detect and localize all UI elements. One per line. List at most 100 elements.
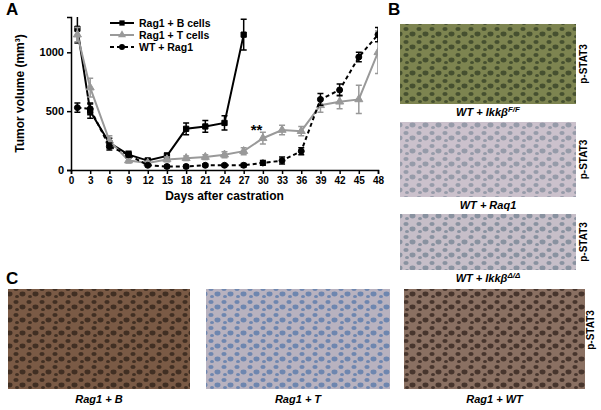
line: [77, 35, 378, 167]
tick-label: 0: [69, 175, 75, 186]
error-bar: [87, 104, 93, 118]
micrograph: [400, 24, 576, 104]
tick: 39: [315, 170, 327, 186]
tick-mark: [320, 170, 322, 174]
marker: [222, 162, 228, 168]
marker: [145, 162, 151, 168]
tick-mark: [67, 170, 71, 172]
tick-mark: [67, 52, 71, 54]
error-bar: [337, 84, 343, 96]
tick: 15: [162, 170, 174, 186]
error-bar: [279, 157, 285, 164]
error-bar: [126, 151, 132, 158]
tick-label: 33: [277, 175, 289, 186]
tick-mark: [128, 170, 130, 174]
error-bar: [222, 116, 228, 130]
y-axis: 0 500 1000: [40, 18, 72, 177]
legend-item: Rag1 + B cells: [110, 17, 211, 29]
y-axis-title: Tumor volume (mm³): [13, 34, 27, 152]
marker: [183, 126, 188, 131]
series: [73, 28, 378, 166]
marker: [164, 163, 170, 169]
marker: [336, 97, 344, 104]
error-bar: [74, 103, 80, 112]
marker: [375, 32, 378, 38]
annotation: **: [251, 121, 263, 138]
line: [77, 35, 378, 163]
caption-text: WT + Ikkβ: [456, 272, 508, 284]
error-bar: [126, 152, 132, 157]
marker: [241, 162, 247, 168]
marker: [87, 106, 93, 112]
marker: [74, 105, 80, 111]
tick: 45: [354, 170, 366, 186]
plot-area: [73, 17, 378, 169]
micrograph: [404, 289, 585, 389]
tick-mark: [205, 170, 207, 174]
tick: 500: [46, 105, 71, 117]
marker: [374, 48, 378, 55]
tick-label: 18: [181, 175, 193, 186]
tick: 27: [239, 170, 251, 186]
caption-superscript: Δ/Δ: [506, 271, 521, 280]
marker: [220, 150, 228, 157]
error-bar: [241, 19, 247, 50]
tick-label: 24: [219, 175, 231, 186]
marker: [317, 96, 323, 102]
tick-mark: [378, 170, 380, 174]
caption: WT + IkkβΔ/Δ: [456, 271, 521, 285]
tick: 6: [107, 170, 113, 186]
tick-mark: [301, 170, 303, 174]
marker: [163, 155, 171, 162]
caption-text: WT + Ikkβ: [456, 106, 508, 118]
panel-label: A: [6, 0, 18, 19]
stain-label: p-STAT3: [578, 222, 589, 262]
tick-label: 27: [239, 175, 251, 186]
tick-mark: [359, 170, 361, 174]
series: [74, 17, 246, 163]
micrograph: [400, 122, 576, 197]
tick-mark: [90, 170, 92, 174]
legend-label: Rag1 + B cells: [139, 17, 211, 29]
tick-mark: [67, 111, 71, 113]
micrograph: [400, 214, 576, 270]
tick-label: 1000: [40, 46, 64, 58]
marker: [126, 152, 132, 158]
stain-label: p-STAT3: [578, 44, 589, 84]
marker: [201, 152, 209, 159]
error-bar: [87, 103, 93, 115]
x-axis: 036912151821242730333639424548: [69, 170, 385, 186]
axis-line: [67, 18, 72, 171]
error-bar: [260, 161, 266, 166]
legend-label: WT + Rag1: [139, 41, 193, 53]
tick: 0: [58, 164, 71, 176]
line: [77, 29, 243, 161]
marker: [355, 95, 363, 102]
tick-label: 9: [126, 175, 132, 186]
panel-label: C: [6, 269, 18, 288]
tick-mark: [339, 170, 341, 174]
tick-mark: [109, 170, 111, 174]
tick-label: 0: [58, 164, 64, 176]
stain-label: p-STAT3: [585, 310, 596, 350]
legend-label: Rag1 + T cells: [139, 29, 209, 41]
tick-label: 21: [200, 175, 212, 186]
panel-label: B: [388, 0, 400, 19]
caption: Rag1 + WT: [466, 393, 524, 405]
tick-label: 500: [46, 105, 64, 117]
marker: [279, 158, 285, 164]
legend: Rag1 + B cellsRag1 + T cellsWT + Rag1: [110, 17, 211, 53]
marker: [73, 30, 81, 37]
marker: [297, 127, 305, 134]
legend-marker: [119, 44, 125, 50]
tick: 42: [335, 170, 347, 186]
stain-label: p-STAT3: [578, 139, 589, 179]
tick: 48: [373, 170, 385, 186]
legend-marker: [119, 20, 124, 25]
marker: [222, 120, 227, 125]
tick-label: 6: [107, 175, 113, 186]
tick-label: 39: [315, 175, 327, 186]
marker: [182, 154, 190, 161]
tick-mark: [243, 170, 245, 174]
marker: [278, 125, 286, 132]
